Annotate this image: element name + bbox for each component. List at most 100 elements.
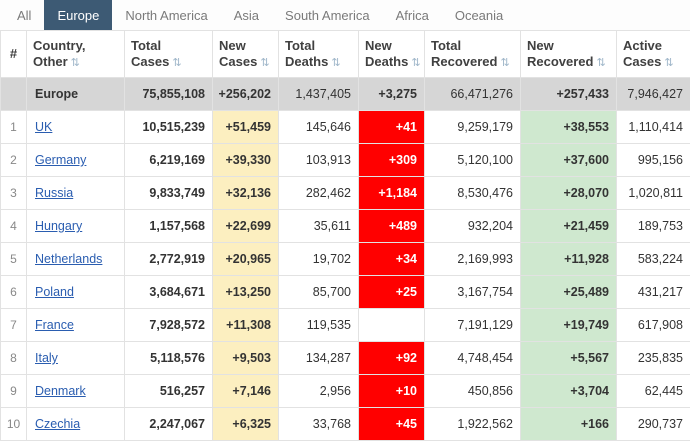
rank-cell: 9 bbox=[0, 374, 27, 408]
active-cases-cell: 995,156 bbox=[616, 143, 690, 177]
new-deaths-cell: +34 bbox=[358, 242, 425, 276]
total-recovered-cell: 450,856 bbox=[424, 374, 521, 408]
country-cell: Italy bbox=[26, 341, 125, 375]
table-row: 2 Germany 6,219,169 +39,330 103,913 +309 5,120… bbox=[0, 143, 690, 177]
country-link[interactable]: Netherlands bbox=[35, 252, 103, 266]
new-deaths-cell bbox=[358, 308, 425, 342]
total-cases-cell: 9,833,749 bbox=[124, 176, 213, 210]
new-recovered-cell: +5,567 bbox=[520, 341, 617, 375]
total-cases-cell: 7,928,572 bbox=[124, 308, 213, 342]
total-recovered-cell: 7,191,129 bbox=[424, 308, 521, 342]
sort-icon[interactable]: ⇅ bbox=[500, 56, 510, 69]
table-row: 3 Russia 9,833,749 +32,136 282,462 +1,184 8,53… bbox=[0, 176, 690, 210]
sort-icon[interactable]: ⇅ bbox=[70, 56, 80, 69]
active-cases-cell: 1,110,414 bbox=[616, 110, 690, 144]
tab-oceania[interactable]: Oceania bbox=[454, 7, 504, 23]
total-deaths-cell: 145,646 bbox=[278, 110, 359, 144]
new-deaths-cell: +45 bbox=[358, 407, 425, 441]
new-deaths-cell: +3,275 bbox=[358, 77, 425, 111]
column-header-country-other[interactable]: Country, Other ⇅ bbox=[26, 30, 125, 78]
tab-north-america[interactable]: North America bbox=[125, 7, 208, 23]
column-header-label: Total Deaths bbox=[285, 38, 329, 69]
total-deaths-cell: 103,913 bbox=[278, 143, 359, 177]
tab-all[interactable]: All bbox=[17, 7, 32, 23]
total-recovered-cell: 5,120,100 bbox=[424, 143, 521, 177]
tab-africa[interactable]: Africa bbox=[395, 7, 429, 23]
column-header-active-cases[interactable]: Active Cases ⇅ bbox=[616, 30, 690, 78]
country-cell: Czechia bbox=[26, 407, 125, 441]
total-cases-cell: 1,157,568 bbox=[124, 209, 213, 243]
total-cases-cell: 2,247,067 bbox=[124, 407, 213, 441]
column-header-total-cases[interactable]: Total Cases ⇅ bbox=[124, 30, 213, 78]
new-deaths-cell: +309 bbox=[358, 143, 425, 177]
country-link[interactable]: UK bbox=[35, 120, 53, 134]
rank-cell: 7 bbox=[0, 308, 27, 342]
column-header-new-recovered[interactable]: New Recovered ⇅ bbox=[520, 30, 617, 78]
tab-asia[interactable]: Asia bbox=[233, 7, 260, 23]
table-row: 4 Hungary 1,157,568 +22,699 35,611 +489 932,20… bbox=[0, 209, 690, 243]
new-cases-cell: +256,202 bbox=[212, 77, 279, 111]
header-row: # Country, Other ⇅ Total Cases ⇅ New Cases ⇅ To… bbox=[0, 30, 690, 78]
covid-table: # Country, Other ⇅ Total Cases ⇅ New Cases ⇅ To… bbox=[0, 30, 690, 441]
country-link[interactable]: Italy bbox=[35, 351, 58, 365]
active-cases-cell: 617,908 bbox=[616, 308, 690, 342]
new-cases-cell: +22,699 bbox=[212, 209, 279, 243]
column-header-total-recovered[interactable]: Total Recovered ⇅ bbox=[424, 30, 521, 78]
sort-icon[interactable]: ⇅ bbox=[411, 56, 421, 69]
new-recovered-cell: +25,489 bbox=[520, 275, 617, 309]
total-cases-cell: 516,257 bbox=[124, 374, 213, 408]
country-cell: Netherlands bbox=[26, 242, 125, 276]
column-header-label: Active Cases bbox=[623, 38, 663, 69]
total-cases-cell: 10,515,239 bbox=[124, 110, 213, 144]
tab-bar: All Europe North America Asia South America A… bbox=[0, 0, 690, 30]
country-cell: Russia bbox=[26, 176, 125, 210]
sort-icon[interactable]: ⇅ bbox=[664, 56, 674, 69]
column-header-label: New Deaths bbox=[365, 38, 409, 69]
country-link[interactable]: Russia bbox=[35, 186, 74, 200]
total-recovered-cell: 66,471,276 bbox=[424, 77, 521, 111]
total-deaths-cell: 282,462 bbox=[278, 176, 359, 210]
active-cases-cell: 235,835 bbox=[616, 341, 690, 375]
active-cases-cell: 583,224 bbox=[616, 242, 690, 276]
sort-icon[interactable]: ⇅ bbox=[596, 56, 606, 69]
totals-row: Europe 75,855,108 +256,202 1,437,405 +3,275 6… bbox=[0, 77, 690, 111]
new-cases-cell: +13,250 bbox=[212, 275, 279, 309]
active-cases-cell: 189,753 bbox=[616, 209, 690, 243]
country-cell: Europe bbox=[26, 77, 125, 111]
rank-cell: 2 bbox=[0, 143, 27, 177]
country-link[interactable]: Hungary bbox=[35, 219, 83, 233]
table-row: 8 Italy 5,118,576 +9,503 134,287 +92 4,748,454… bbox=[0, 341, 690, 375]
country-cell: Denmark bbox=[26, 374, 125, 408]
new-cases-cell: +51,459 bbox=[212, 110, 279, 144]
country-link[interactable]: Poland bbox=[35, 285, 74, 299]
country-link[interactable]: Denmark bbox=[35, 384, 86, 398]
tab-south-america[interactable]: South America bbox=[285, 7, 370, 23]
new-deaths-cell: +25 bbox=[358, 275, 425, 309]
country-link[interactable]: France bbox=[35, 318, 74, 332]
sort-icon[interactable]: ⇅ bbox=[260, 56, 270, 69]
country-cell: UK bbox=[26, 110, 125, 144]
sort-icon[interactable]: ⇅ bbox=[172, 56, 182, 69]
sort-icon[interactable]: ⇅ bbox=[331, 56, 341, 69]
column-header-label: New Recovered bbox=[527, 38, 594, 69]
country-link[interactable]: Germany bbox=[35, 153, 87, 167]
country-link[interactable]: Czechia bbox=[35, 417, 81, 431]
total-cases-cell: 5,118,576 bbox=[124, 341, 213, 375]
column-header-new-deaths[interactable]: New Deaths ⇅ bbox=[358, 30, 425, 78]
new-cases-cell: +32,136 bbox=[212, 176, 279, 210]
new-recovered-cell: +19,749 bbox=[520, 308, 617, 342]
rank-cell bbox=[0, 77, 27, 111]
rank-cell: 10 bbox=[0, 407, 27, 441]
total-deaths-cell: 119,535 bbox=[278, 308, 359, 342]
total-deaths-cell: 19,702 bbox=[278, 242, 359, 276]
active-cases-cell: 62,445 bbox=[616, 374, 690, 408]
column-header-new-cases[interactable]: New Cases ⇅ bbox=[212, 30, 279, 78]
total-deaths-cell: 85,700 bbox=[278, 275, 359, 309]
total-recovered-cell: 2,169,993 bbox=[424, 242, 521, 276]
column-header-total-deaths[interactable]: Total Deaths ⇅ bbox=[278, 30, 359, 78]
tab-europe[interactable]: Europe bbox=[44, 0, 113, 30]
total-recovered-cell: 1,922,562 bbox=[424, 407, 521, 441]
active-cases-cell: 1,020,811 bbox=[616, 176, 690, 210]
new-deaths-cell: +489 bbox=[358, 209, 425, 243]
new-cases-cell: +11,308 bbox=[212, 308, 279, 342]
